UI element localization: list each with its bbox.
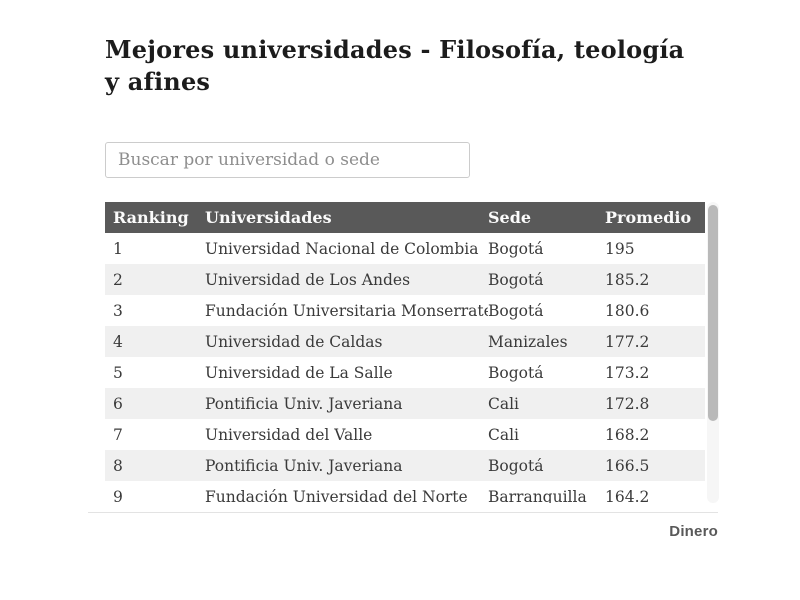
table-row: 4 Universidad de Caldas Manizales 177.2 [105,326,705,357]
table-row: 2 Universidad de Los Andes Bogotá 185.2 [105,264,705,295]
cell-universidad: Universidad Nacional de Colombia [205,239,479,258]
cell-rank: 4 [113,332,123,351]
column-header-universidades: Universidades [205,202,488,233]
cell-universidad: Universidad de Los Andes [205,270,411,289]
table-header-row: Ranking Universidades Sede Promedio [105,202,705,233]
dinero-brand-logo: Dinero [669,523,718,540]
cell-sede: Barranquilla [488,487,587,504]
cell-rank: 6 [113,394,123,413]
cell-sede: Bogotá [488,456,544,475]
cell-promedio: 166.5 [605,456,650,475]
cell-rank: 3 [113,301,123,320]
ranking-table: Ranking Universidades Sede Promedio 1 Un… [105,202,705,503]
page-title: Mejores universidades - Filosofía, teolo… [105,35,685,96]
table-row: 7 Universidad del Valle Cali 168.2 [105,419,705,450]
cell-promedio: 173.2 [605,363,650,382]
cell-sede: Bogotá [488,270,544,289]
cell-promedio: 164.2 [605,487,650,504]
table-row: 3 Fundación Universitaria Monserrate Bog… [105,295,705,326]
cell-sede: Cali [488,394,520,413]
cell-rank: 9 [113,487,123,504]
cell-promedio: 185.2 [605,270,650,289]
cell-promedio: 172.8 [605,394,650,413]
cell-promedio: 180.6 [605,301,650,320]
cell-rank: 8 [113,456,123,475]
cell-universidad: Universidad de Caldas [205,332,383,351]
footer-divider [88,512,718,513]
cell-universidad: Fundación Universitaria Monserrate [205,301,488,320]
cell-rank: 1 [113,239,123,258]
cell-universidad: Universidad del Valle [205,425,373,444]
table-row: 6 Pontificia Univ. Javeriana Cali 172.8 [105,388,705,419]
cell-promedio: 168.2 [605,425,650,444]
cell-sede: Bogotá [488,301,544,320]
cell-rank: 5 [113,363,123,382]
cell-sede: Manizales [488,332,568,351]
column-header-promedio: Promedio [605,202,705,233]
cell-rank: 7 [113,425,123,444]
ranking-table-scroll-area[interactable]: Ranking Universidades Sede Promedio 1 Un… [105,202,705,503]
table-row: 8 Pontificia Univ. Javeriana Bogotá 166.… [105,450,705,481]
cell-promedio: 177.2 [605,332,650,351]
table-row: 5 Universidad de La Salle Bogotá 173.2 [105,357,705,388]
cell-sede: Cali [488,425,520,444]
cell-universidad: Universidad de La Salle [205,363,393,382]
cell-sede: Bogotá [488,363,544,382]
table-row: 1 Universidad Nacional de Colombia Bogot… [105,233,705,264]
cell-rank: 2 [113,270,123,289]
cell-universidad: Pontificia Univ. Javeriana [205,456,403,475]
column-header-sede: Sede [488,202,605,233]
table-scrollbar-track[interactable] [707,202,719,503]
column-header-ranking: Ranking [105,202,205,233]
search-input[interactable] [105,142,470,178]
cell-sede: Bogotá [488,239,544,258]
cell-universidad: Pontificia Univ. Javeriana [205,394,403,413]
table-scrollbar-thumb[interactable] [708,205,718,421]
cell-promedio: 195 [605,239,635,258]
cell-universidad: Fundación Universidad del Norte [205,487,468,504]
table-row: 9 Fundación Universidad del Norte Barran… [105,481,705,503]
